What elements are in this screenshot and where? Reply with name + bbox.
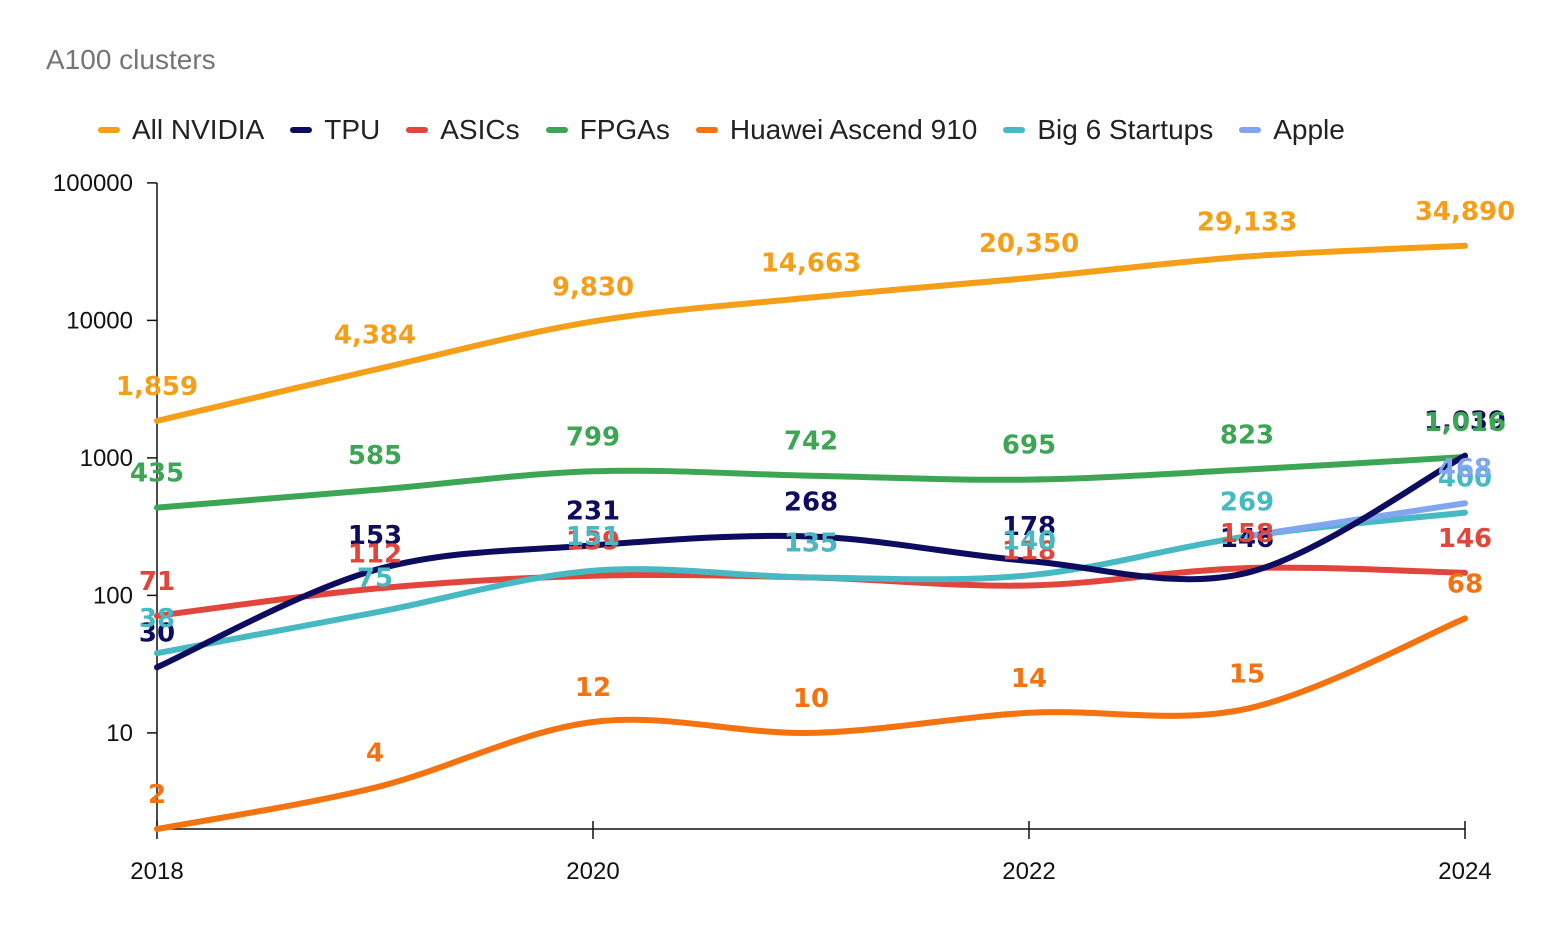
data-label-asics: 146 — [1438, 524, 1492, 554]
legend-swatch — [1239, 127, 1262, 133]
data-label-all-nvidia: 1,859 — [116, 372, 198, 402]
legend-label: TPU — [324, 114, 381, 145]
data-label-fpgas: 823 — [1220, 421, 1274, 451]
data-label-all-nvidia: 20,350 — [979, 229, 1079, 259]
data-label-fpgas: 435 — [130, 459, 184, 489]
legend-item-asics: ASICs — [406, 114, 520, 146]
legend: All NVIDIA TPU ASICs FPGAs Huawei Ascend 910… — [98, 114, 1371, 146]
axes: 10 100 1000 10000 100000 2018 2020 2022 2024 — [53, 170, 1492, 885]
data-label-big-6-startups: 400 — [1438, 464, 1492, 494]
data-label-tpu: 268 — [784, 488, 838, 518]
data-label-huawei-ascend-910: 14 — [1011, 664, 1047, 694]
series-lines — [154, 242, 1468, 832]
legend-swatch — [98, 127, 120, 133]
data-label-huawei-ascend-910: 4 — [366, 739, 384, 769]
data-label-big-6-startups: 151 — [566, 522, 620, 552]
data-label-tpu: 1,039 — [1424, 407, 1506, 437]
data-label-asics: 118 — [1002, 537, 1056, 567]
data-label-huawei-ascend-910: 10 — [793, 684, 829, 714]
data-label-tpu: 178 — [1002, 512, 1056, 542]
y-tick-label: 100000 — [53, 170, 133, 197]
chart-title: A100 clusters — [46, 44, 216, 75]
data-label-asics: 135 — [784, 528, 838, 558]
data-label-big-6-startups: 269 — [1220, 487, 1274, 517]
legend-label: All NVIDIA — [132, 114, 265, 145]
x-tick-label: 2020 — [566, 858, 619, 885]
y-tick-label: 100 — [93, 582, 133, 609]
x-tick-label: 2022 — [1002, 858, 1055, 885]
data-label-big-6-startups: 140 — [1002, 526, 1056, 556]
series-line-tpu — [154, 452, 1468, 671]
data-label-fpgas: 742 — [784, 427, 838, 457]
series-line-huawei-ascend-910 — [154, 615, 1468, 832]
legend-label: Huawei Ascend 910 — [729, 114, 978, 145]
data-label-huawei-ascend-910: 2 — [148, 780, 166, 810]
x-tick-label: 2024 — [1438, 858, 1491, 885]
legend-label: ASICs — [440, 114, 520, 145]
y-tick-label: 1000 — [80, 445, 133, 472]
y-tick-label: 10 — [106, 720, 133, 747]
series-line-all-nvidia — [154, 242, 1468, 424]
data-label-big-6-startups: 135 — [784, 528, 838, 558]
data-label-fpgas: 799 — [566, 422, 620, 452]
data-label-huawei-ascend-910: 68 — [1447, 569, 1483, 599]
data-label-apple: 468 — [1438, 454, 1492, 484]
data-label-asics: 71 — [139, 567, 175, 597]
legend-swatch — [695, 127, 718, 133]
y-tick-label: 10000 — [66, 307, 133, 334]
x-tick-label: 2018 — [130, 858, 183, 885]
data-label-asics: 112 — [348, 540, 402, 570]
data-label-tpu: 30 — [139, 618, 175, 648]
data-label-all-nvidia: 14,663 — [761, 249, 861, 279]
data-label-fpgas: 585 — [348, 441, 402, 471]
data-label-all-nvidia: 9,830 — [552, 272, 634, 302]
data-label-big-6-startups: 38 — [139, 604, 175, 634]
legend-label: FPGAs — [579, 114, 670, 145]
data-label-all-nvidia: 29,133 — [1197, 208, 1297, 238]
legend-item-fpgas: FPGAs — [545, 114, 670, 146]
data-label-tpu: 153 — [348, 521, 402, 551]
data-label-asics: 158 — [1220, 519, 1274, 549]
legend-swatch — [545, 127, 568, 133]
legend-item-huawei-ascend-910: Huawei Ascend 910 — [695, 114, 978, 146]
data-labels: 1,859 4,384 9,830 14,663 20,350 29,133 34,890 3… — [116, 197, 1515, 810]
legend-item-tpu: TPU — [290, 114, 380, 146]
data-label-tpu: 146 — [1220, 524, 1274, 554]
data-label-fpgas: 695 — [1002, 431, 1056, 461]
data-label-huawei-ascend-910: 12 — [575, 673, 611, 703]
data-label-huawei-ascend-910: 15 — [1229, 660, 1265, 690]
legend-swatch — [290, 127, 313, 133]
data-label-fpgas: 1,016 — [1424, 408, 1506, 438]
legend-item-all-nvidia: All NVIDIA — [98, 114, 264, 146]
data-label-big-6-startups: 75 — [357, 564, 393, 594]
legend-label: Apple — [1273, 114, 1345, 145]
legend-item-apple: Apple — [1239, 114, 1345, 146]
series-line-fpgas — [154, 453, 1468, 511]
legend-swatch — [1003, 127, 1026, 133]
legend-swatch — [406, 127, 429, 133]
legend-label: Big 6 Startups — [1037, 114, 1214, 145]
data-label-all-nvidia: 4,384 — [334, 321, 416, 351]
data-label-tpu: 231 — [566, 496, 620, 526]
data-label-all-nvidia: 34,890 — [1415, 197, 1515, 227]
legend-item-big-6-startups: Big 6 Startups — [1003, 114, 1213, 146]
data-label-asics: 139 — [566, 527, 620, 557]
